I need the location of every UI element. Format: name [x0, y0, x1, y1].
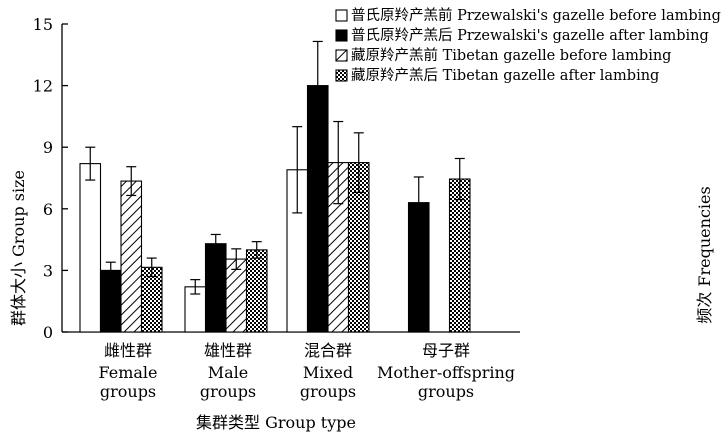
legend-swatch	[335, 49, 348, 62]
bar-series-1	[79, 163, 102, 333]
category-label-cn: 雌性群	[104, 341, 152, 360]
y-tick-label: 0	[43, 323, 53, 342]
category-label-cn: 雄性群	[204, 341, 252, 360]
category-label-en: Mother-offspring	[377, 363, 515, 382]
bar-series-2	[204, 243, 227, 333]
y-axis-title: 群体大小 Group size	[9, 170, 28, 326]
category-label-en: Female	[99, 363, 158, 382]
category-label-en: groups	[100, 382, 156, 401]
y-tick-label: 15	[33, 15, 53, 34]
category-label-en: Mixed	[303, 363, 353, 382]
y-tick-label: 12	[33, 77, 53, 96]
bars-group	[79, 40, 471, 333]
legend: 普氏原羚产羔前 Przewalski's gazelle before lamb…	[335, 7, 721, 84]
category-labels: 雌性群Femalegroups雄性群Malegroups混合群Mixedgrou…	[99, 341, 516, 401]
y-tick-label: 9	[43, 138, 53, 157]
right-axis-title: 频次 Frequencies	[695, 186, 714, 323]
category-label-en: groups	[200, 382, 256, 401]
x-axis-title: 集群类型 Group type	[196, 413, 356, 432]
y-tick-label: 6	[43, 200, 53, 219]
category-label-cn: 混合群	[304, 341, 352, 360]
bar-series-4	[448, 178, 471, 333]
legend-swatch	[335, 9, 348, 22]
category-label-cn: 母子群	[422, 341, 470, 360]
y-tick-label: 3	[43, 261, 53, 280]
legend-entry-label: 藏原羚产羔前 Tibetan gazelle before lambing	[351, 47, 671, 64]
bar-series-3	[120, 180, 143, 333]
legend-entry-label: 藏原羚产羔后 Tibetan gazelle after lambing	[351, 67, 659, 84]
category-label-en: groups	[300, 382, 356, 401]
legend-swatch	[335, 29, 348, 42]
bar-series-3	[225, 258, 248, 333]
category-label-en: groups	[418, 382, 474, 401]
y-axis: 0 3 6 9 12 15	[33, 15, 68, 342]
legend-swatch	[335, 69, 348, 82]
legend-entry-label: 普氏原羚产羔前 Przewalski's gazelle before lamb…	[351, 7, 721, 24]
category-label-en: Male	[208, 363, 249, 382]
bar-series-2	[99, 269, 122, 333]
legend-entry-label: 普氏原羚产羔后 Przewalski's gazelle after lambi…	[351, 27, 709, 44]
bar-series-4	[245, 249, 268, 333]
